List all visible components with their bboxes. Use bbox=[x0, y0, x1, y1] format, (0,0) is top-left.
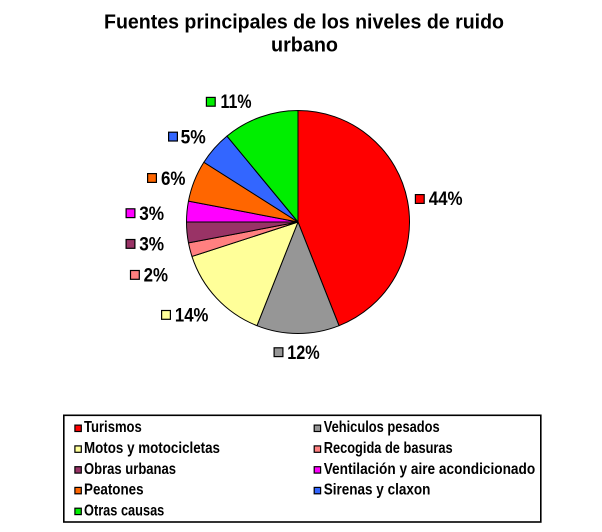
svg-text:Turismos: Turismos bbox=[84, 419, 142, 436]
svg-text:14%: 14% bbox=[175, 305, 209, 326]
svg-text:Motos y motocicletas: Motos y motocicletas bbox=[84, 440, 220, 457]
svg-text:3%: 3% bbox=[139, 204, 164, 225]
svg-text:12%: 12% bbox=[287, 343, 320, 364]
svg-text:Sirenas y claxon: Sirenas y claxon bbox=[324, 482, 431, 499]
svg-text:Obras urbanas: Obras urbanas bbox=[84, 461, 176, 478]
svg-text:2%: 2% bbox=[144, 265, 168, 286]
svg-text:Fuentes principales de los niv: Fuentes principales de los niveles de ru… bbox=[104, 11, 504, 34]
svg-text:5%: 5% bbox=[181, 127, 206, 148]
svg-text:11%: 11% bbox=[221, 92, 252, 113]
svg-text:6%: 6% bbox=[161, 169, 186, 190]
svg-text:Ventilación y aire acondiciona: Ventilación y aire acondicionado bbox=[324, 461, 536, 478]
svg-text:44%: 44% bbox=[429, 189, 463, 210]
svg-text:3%: 3% bbox=[139, 235, 164, 256]
svg-text:Recogida de basuras: Recogida de basuras bbox=[324, 440, 453, 457]
svg-text:Otras causas: Otras causas bbox=[84, 502, 164, 519]
svg-text:urbano: urbano bbox=[271, 34, 338, 57]
svg-text:Peatones: Peatones bbox=[84, 482, 144, 499]
svg-text:Vehiculos pesados: Vehiculos pesados bbox=[324, 419, 440, 436]
